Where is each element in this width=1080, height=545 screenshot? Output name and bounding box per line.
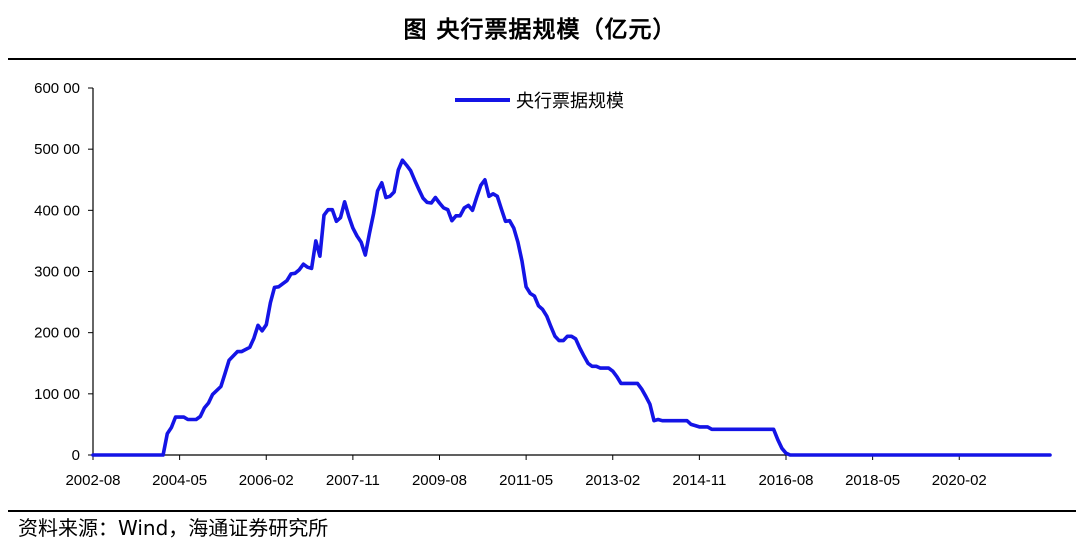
y-tick-label: 100 00 <box>34 386 80 403</box>
x-tick-label: 2007-11 <box>326 472 380 489</box>
x-axis: 2002-08 2004-05 2006-02 2007-11 2009-08 2011-… <box>65 454 1050 489</box>
x-tick-label: 2006-02 <box>239 472 294 489</box>
x-tick-label: 2014-11 <box>672 472 726 489</box>
series-layer <box>91 158 1052 457</box>
x-tick-label: 2018-05 <box>845 472 900 489</box>
legend-label: 央行票据规模 <box>516 91 624 112</box>
y-tick-label: 500 00 <box>34 141 80 158</box>
chart-title: 图 央行票据规模（亿元） <box>403 17 677 43</box>
legend: 央行票据规模 <box>455 91 624 112</box>
y-axis: 0 100 00 200 00 300 00 400 00 500 00 600 00 <box>34 80 94 464</box>
top-rule <box>8 58 1076 60</box>
bottom-rule <box>8 510 1076 512</box>
x-tick-label: 2009-08 <box>412 472 467 489</box>
source-note: 资料来源：Wind，海通证券研究所 <box>18 516 329 540</box>
y-tick-label: 300 00 <box>34 264 80 281</box>
x-tick-label: 2020-02 <box>932 472 987 489</box>
y-tick-label: 600 00 <box>34 80 80 97</box>
x-tick-label: 2011-05 <box>499 472 553 489</box>
y-tick-label: 400 00 <box>34 202 80 219</box>
x-tick-label: 2016-08 <box>758 472 813 489</box>
x-tick-label: 2004-05 <box>152 472 207 489</box>
x-tick-label: 2013-02 <box>585 472 640 489</box>
line-chart: 0 100 00 200 00 300 00 400 00 500 00 600 00 20… <box>34 80 1052 489</box>
y-tick-label: 200 00 <box>34 325 80 342</box>
y-tick-label: 0 <box>72 447 80 464</box>
series-line <box>91 158 1052 457</box>
x-tick-label: 2002-08 <box>65 472 120 489</box>
